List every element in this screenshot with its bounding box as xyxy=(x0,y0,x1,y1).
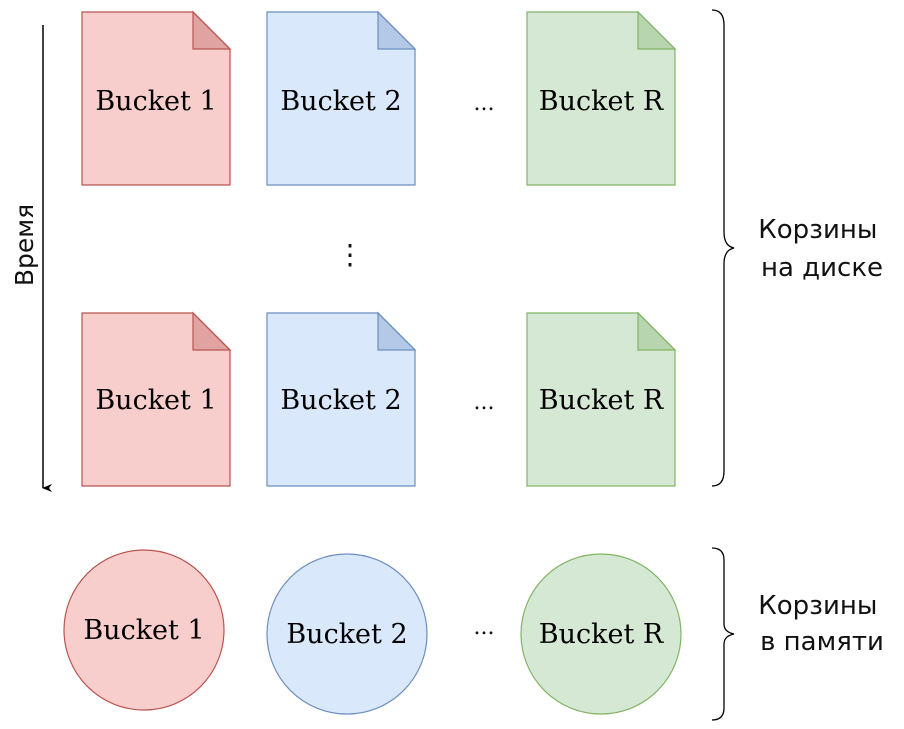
document-icon xyxy=(266,312,416,487)
document-fold xyxy=(192,10,232,50)
memory-bucket-circle xyxy=(266,553,428,715)
bucket-label: Bucket 1 xyxy=(83,615,204,646)
disk-bucket: Bucket 2 xyxy=(266,311,417,487)
memory-group-label-line2: в памяти xyxy=(760,627,884,657)
bucket-label: Bucket 2 xyxy=(280,385,401,416)
disk-row-2: Bucket 1 Bucket 2 ... Bucket R xyxy=(81,311,677,487)
bucket-label: Bucket R xyxy=(539,86,664,117)
disk-bucket: Bucket R xyxy=(526,311,677,487)
document-icon xyxy=(81,312,231,487)
disk-group-brace xyxy=(711,9,735,487)
memory-bucket: Bucket 2 xyxy=(266,553,428,715)
document-fold xyxy=(192,311,232,351)
bucket-label: Bucket 2 xyxy=(286,619,407,650)
disk-group-label: Корзины на диске xyxy=(758,215,885,283)
memory-bucket-circle xyxy=(63,549,225,711)
horizontal-ellipsis: ... xyxy=(474,91,495,116)
vertical-ellipsis: ⋮ xyxy=(336,238,364,271)
document-icon xyxy=(526,312,676,487)
document-fold xyxy=(377,311,417,351)
memory-row: Bucket 1 Bucket 2 ... Bucket R xyxy=(63,549,682,715)
horizontal-ellipsis: ... xyxy=(474,390,495,415)
horizontal-ellipsis: ... xyxy=(474,615,495,640)
bucket-label: Bucket 2 xyxy=(280,86,401,117)
document-fold xyxy=(637,10,677,50)
memory-bucket-circle xyxy=(520,553,682,715)
disk-bucket: Bucket R xyxy=(526,10,677,186)
bucket-label: Bucket R xyxy=(539,619,664,650)
bucket-label: Bucket R xyxy=(539,385,664,416)
disk-bucket: Bucket 2 xyxy=(266,10,417,186)
document-icon xyxy=(81,11,231,186)
disk-row-1: Bucket 1 Bucket 2 ... Bucket R xyxy=(81,10,677,186)
memory-bucket: Bucket R xyxy=(520,553,682,715)
memory-group-label: Корзины в памяти xyxy=(758,591,885,657)
document-fold xyxy=(637,311,677,351)
memory-group-label-line1: Корзины xyxy=(758,591,877,621)
memory-group-brace xyxy=(711,547,735,721)
bucket-label: Bucket 1 xyxy=(95,385,216,416)
disk-bucket: Bucket 1 xyxy=(81,311,232,487)
document-fold xyxy=(377,10,417,50)
document-icon xyxy=(266,11,416,186)
memory-bucket: Bucket 1 xyxy=(63,549,225,711)
document-icon xyxy=(526,11,676,186)
bucket-label: Bucket 1 xyxy=(95,86,216,117)
disk-group-label-line2: на диске xyxy=(761,253,883,283)
time-axis-label: Время xyxy=(10,204,39,286)
disk-group-label-line1: Корзины xyxy=(758,215,877,245)
disk-bucket: Bucket 1 xyxy=(81,10,232,186)
